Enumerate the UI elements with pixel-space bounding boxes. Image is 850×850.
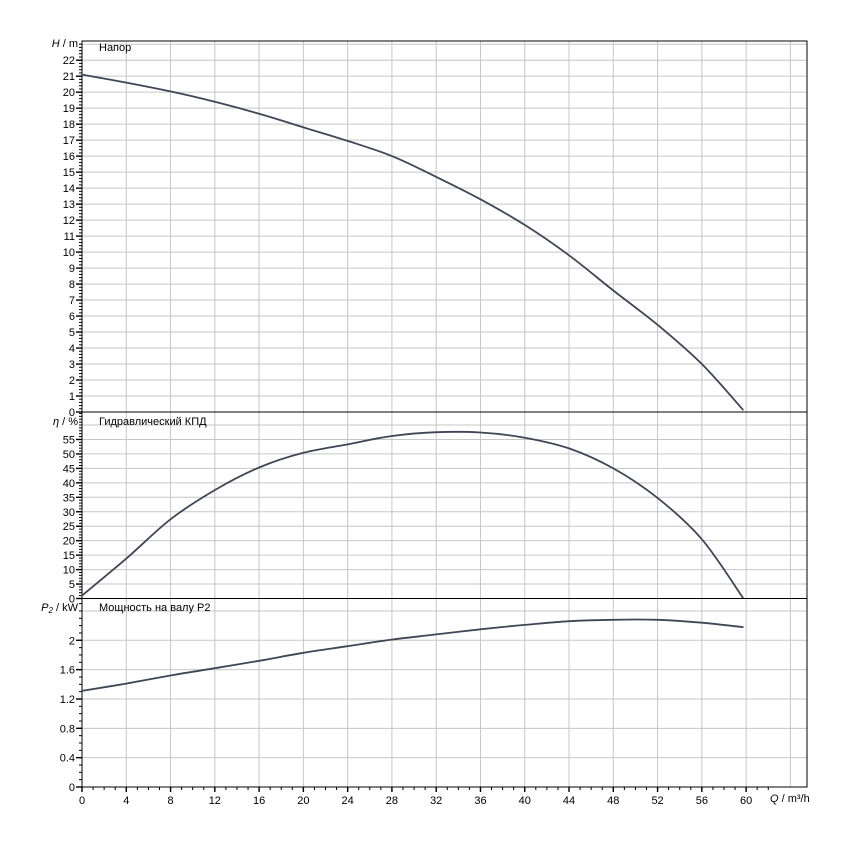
y-tick-label: 7 — [69, 295, 75, 307]
power-subscript: 2 — [48, 606, 53, 615]
y-tick-label: 25 — [63, 521, 75, 533]
head-symbol: H — [51, 38, 60, 50]
y-tick-label: 55 — [63, 434, 75, 446]
y-tick-label: 6 — [69, 311, 75, 323]
y-tick-label: 21 — [63, 71, 75, 83]
y-tick-label: 10 — [63, 565, 75, 577]
x-tick-label: 4 — [123, 795, 129, 807]
y-tick-label: 15 — [63, 167, 75, 179]
y-tick-label: 0.4 — [60, 753, 75, 765]
y-axis-title-head: H / m — [0, 38, 78, 51]
y-tick-label: 10 — [63, 247, 75, 259]
y-tick-label: 15 — [63, 550, 75, 562]
x-tick-label: 60 — [740, 795, 752, 807]
y-tick-label: 35 — [63, 492, 75, 504]
y-tick-label: 1 — [69, 391, 75, 403]
x-tick-label: 44 — [563, 795, 575, 807]
y-tick-label: 13 — [63, 199, 75, 211]
x-tick-label: 8 — [167, 795, 173, 807]
y-tick-label: 40 — [63, 478, 75, 490]
y-tick-label: 2 — [69, 375, 75, 387]
efficiency-symbol: η — [52, 416, 60, 428]
y-tick-label: 1.6 — [60, 665, 75, 677]
y-tick-label: 30 — [63, 507, 75, 519]
x-tick-label: 32 — [430, 795, 442, 807]
y-tick-label: 8 — [69, 279, 75, 291]
head-curve — [81, 73, 744, 411]
y-tick-label: 11 — [64, 231, 75, 243]
y-tick-label: 0 — [69, 782, 75, 794]
x-tick-label: 52 — [651, 795, 663, 807]
y-tick-label: 17 — [63, 135, 75, 147]
y-tick-label: 14 — [63, 183, 75, 195]
power-symbol: P — [41, 602, 49, 614]
x-tick-label: 36 — [474, 795, 486, 807]
x-tick-label: 28 — [386, 795, 398, 807]
y-tick-label: 20 — [63, 87, 75, 99]
y-tick-label: 9 — [69, 263, 75, 275]
y-tick-label: 18 — [63, 119, 75, 131]
y-tick-label: 0.8 — [60, 723, 75, 735]
y-tick-label: 50 — [63, 449, 75, 461]
x-tick-label: 20 — [297, 795, 309, 807]
y-tick-label: 1.2 — [60, 694, 75, 706]
y-tick-label: 45 — [63, 463, 75, 475]
x-tick-label: 24 — [342, 795, 354, 807]
y-tick-label: 5 — [69, 579, 75, 591]
efficiency-unit: / % — [59, 416, 78, 428]
legend-head: Напор — [99, 42, 132, 54]
y-tick-label: 20 — [63, 536, 75, 548]
x-tick-label: 12 — [209, 795, 221, 807]
y-tick-label: 5 — [69, 327, 75, 339]
x-tick-label: 16 — [253, 795, 265, 807]
y-tick-label: 0 — [69, 407, 75, 419]
y-tick-label: 19 — [63, 103, 75, 115]
plot-border — [81, 598, 808, 788]
head-unit: / m — [59, 38, 78, 50]
power-unit: / kW — [52, 602, 78, 614]
y-tick-label: 22 — [63, 55, 75, 67]
legend-power: Мощность на валу P2 — [99, 602, 211, 614]
flow-unit: / m³/h — [778, 793, 810, 805]
y-tick-label: 4 — [69, 343, 75, 355]
y-tick-label: 0 — [69, 594, 75, 606]
y-tick-label: 12 — [63, 215, 75, 227]
y-axis-title-power: P2 / kW — [0, 602, 78, 617]
x-tick-label: 0 — [79, 795, 85, 807]
x-tick-label: 40 — [519, 795, 531, 807]
y-axis-title-efficiency: η / % — [0, 416, 78, 429]
efficiency-curve — [81, 430, 744, 599]
y-tick-label: 3 — [69, 359, 75, 371]
x-tick-label: 48 — [607, 795, 619, 807]
legend-efficiency: Гидравлический КПД — [99, 416, 207, 428]
x-axis-title: Q / m³/h — [770, 793, 810, 806]
y-tick-label: 16 — [63, 151, 75, 163]
y-tick-label: 2 — [69, 635, 75, 647]
flow-symbol: Q — [770, 793, 779, 805]
power-curve — [81, 618, 744, 692]
x-tick-label: 56 — [696, 795, 708, 807]
